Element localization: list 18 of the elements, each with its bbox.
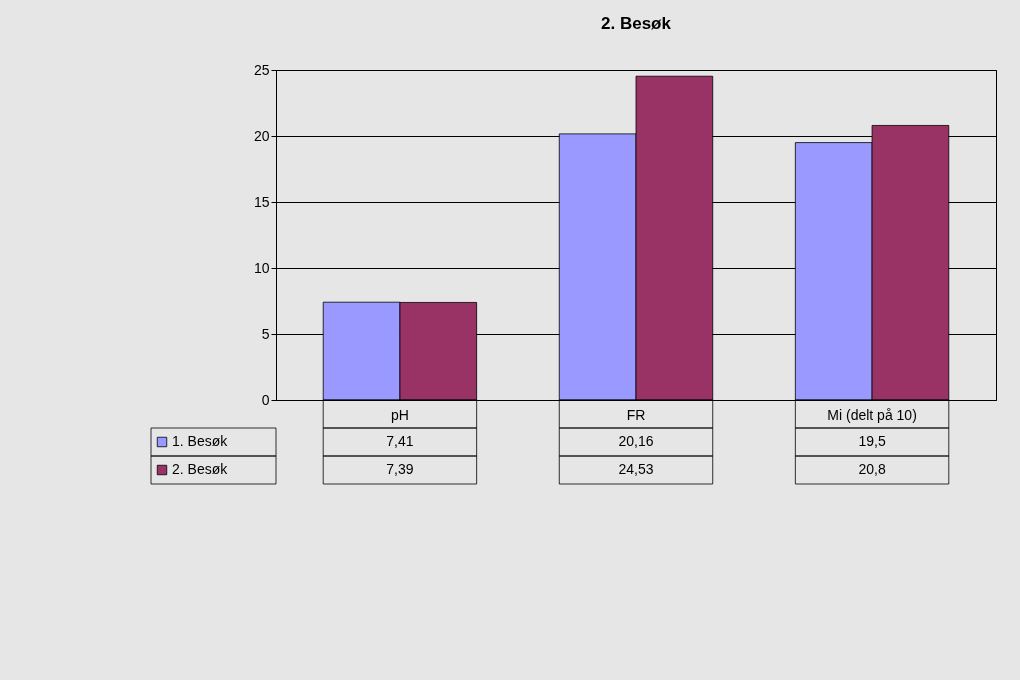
legend-label: 1. Besøk [172, 433, 229, 449]
data-label: 24,53 [618, 461, 654, 477]
x-tick-label: pH [390, 406, 409, 423]
y-tick-label: 20 [253, 127, 270, 144]
x-tick-label: Mi (delt på 10) [827, 406, 917, 423]
chart-title: 2. Besøk [601, 14, 672, 33]
data-label: 19,5 [858, 433, 886, 449]
data-label: 7,39 [386, 461, 414, 477]
y-tick-label: 5 [261, 325, 270, 342]
data-label: 20,8 [858, 461, 886, 477]
legend-label: 2. Besøk [172, 461, 229, 477]
y-tick-label: 0 [261, 391, 270, 408]
y-tick-label: 10 [253, 259, 270, 276]
data-label: 7,41 [386, 433, 414, 449]
y-tick-label: 15 [253, 193, 270, 210]
x-tick-label: FR [626, 406, 646, 423]
y-tick-label: 25 [253, 61, 270, 78]
data-label: 20,16 [618, 433, 654, 449]
